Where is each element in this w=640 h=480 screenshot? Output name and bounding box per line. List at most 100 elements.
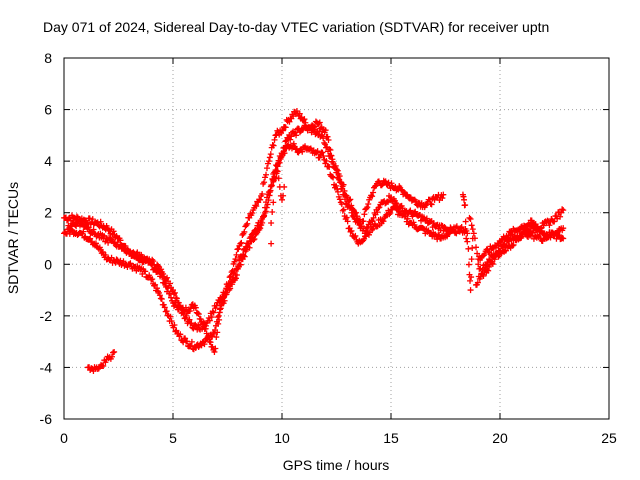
data-point [266,154,273,161]
data-point [216,309,223,316]
data-point [329,159,336,166]
data-point [92,240,99,247]
y-tick-label: 8 [44,50,52,66]
data-point [340,206,347,213]
data-point [149,276,156,283]
data-point [463,235,470,242]
data-point [385,179,392,186]
data-point [341,187,348,194]
data-point [489,261,496,268]
series-spike-18h [459,191,476,294]
data-point [208,314,215,321]
data-point [276,159,283,166]
data-point [386,211,393,218]
data-point [175,299,182,306]
data-point [194,310,201,317]
data-point [453,223,460,230]
data-point [560,235,567,242]
data-point [436,231,443,238]
data-point [158,266,165,273]
data-point [274,168,281,175]
data-point [177,331,184,338]
data-point [263,194,270,201]
data-point [100,362,107,369]
data-point [171,321,178,328]
data-point [97,218,104,225]
data-point [156,292,163,299]
data-point [201,341,208,348]
data-point [365,201,372,208]
data-point [361,211,368,218]
data-point [392,199,399,206]
data-point [323,144,330,151]
data-point [340,181,347,188]
data-point [251,236,258,243]
x-tick-label: 25 [601,430,617,446]
x-tick-label: 10 [274,430,290,446]
data-point [332,162,339,169]
data-point [370,189,377,196]
data-point [293,107,300,114]
data-point [206,317,213,324]
data-point [441,224,448,231]
data-point [333,185,340,192]
data-point [222,289,229,296]
data-point [268,182,275,189]
data-point [212,327,219,334]
data-point [510,241,517,248]
data-point [334,167,341,174]
data-point [257,225,264,232]
data-point [160,301,167,308]
data-point [171,289,178,296]
data-point [362,228,369,235]
data-point [287,136,294,143]
data-point [374,209,381,216]
y-tick-label: -4 [40,359,53,375]
y-tick-label: -2 [40,308,53,324]
data-point [192,304,199,311]
data-point [279,127,286,134]
data-point [195,322,202,329]
data-point [370,214,377,221]
data-point [378,182,385,189]
data-point [282,138,289,145]
grid-lines [64,58,609,419]
data-point [354,213,361,220]
data-point [485,267,492,274]
data-point [158,295,165,302]
data-point [334,188,341,195]
data-point [212,322,219,329]
data-point [265,158,272,165]
data-point [509,242,516,249]
data-point [267,151,274,158]
y-tick-label: 0 [44,256,52,272]
data-point [464,230,471,237]
data-point [99,248,106,255]
data-point [560,207,567,214]
data-point [477,273,484,280]
data-point [214,314,221,321]
data-point [388,180,395,187]
data-point [518,234,525,241]
data-point [509,231,516,238]
data-point [243,222,250,229]
data-point [324,133,331,140]
series-late-segment-3 [475,217,567,264]
data-point [465,245,472,252]
data-point [241,253,248,260]
chart-title: Day 071 of 2024, Sidereal Day-to-day VTE… [43,19,549,35]
data-point [468,222,475,229]
data-point [280,192,287,199]
data-point [282,124,289,131]
data-point [336,196,343,203]
data-point [111,348,118,355]
data-point [401,189,408,196]
data-point [333,166,340,173]
data-point [268,220,275,227]
data-point [316,119,323,126]
data-point [325,148,332,155]
x-tick-label: 5 [169,430,177,446]
data-point [232,275,239,282]
data-point [232,256,239,263]
data-point [261,212,268,219]
